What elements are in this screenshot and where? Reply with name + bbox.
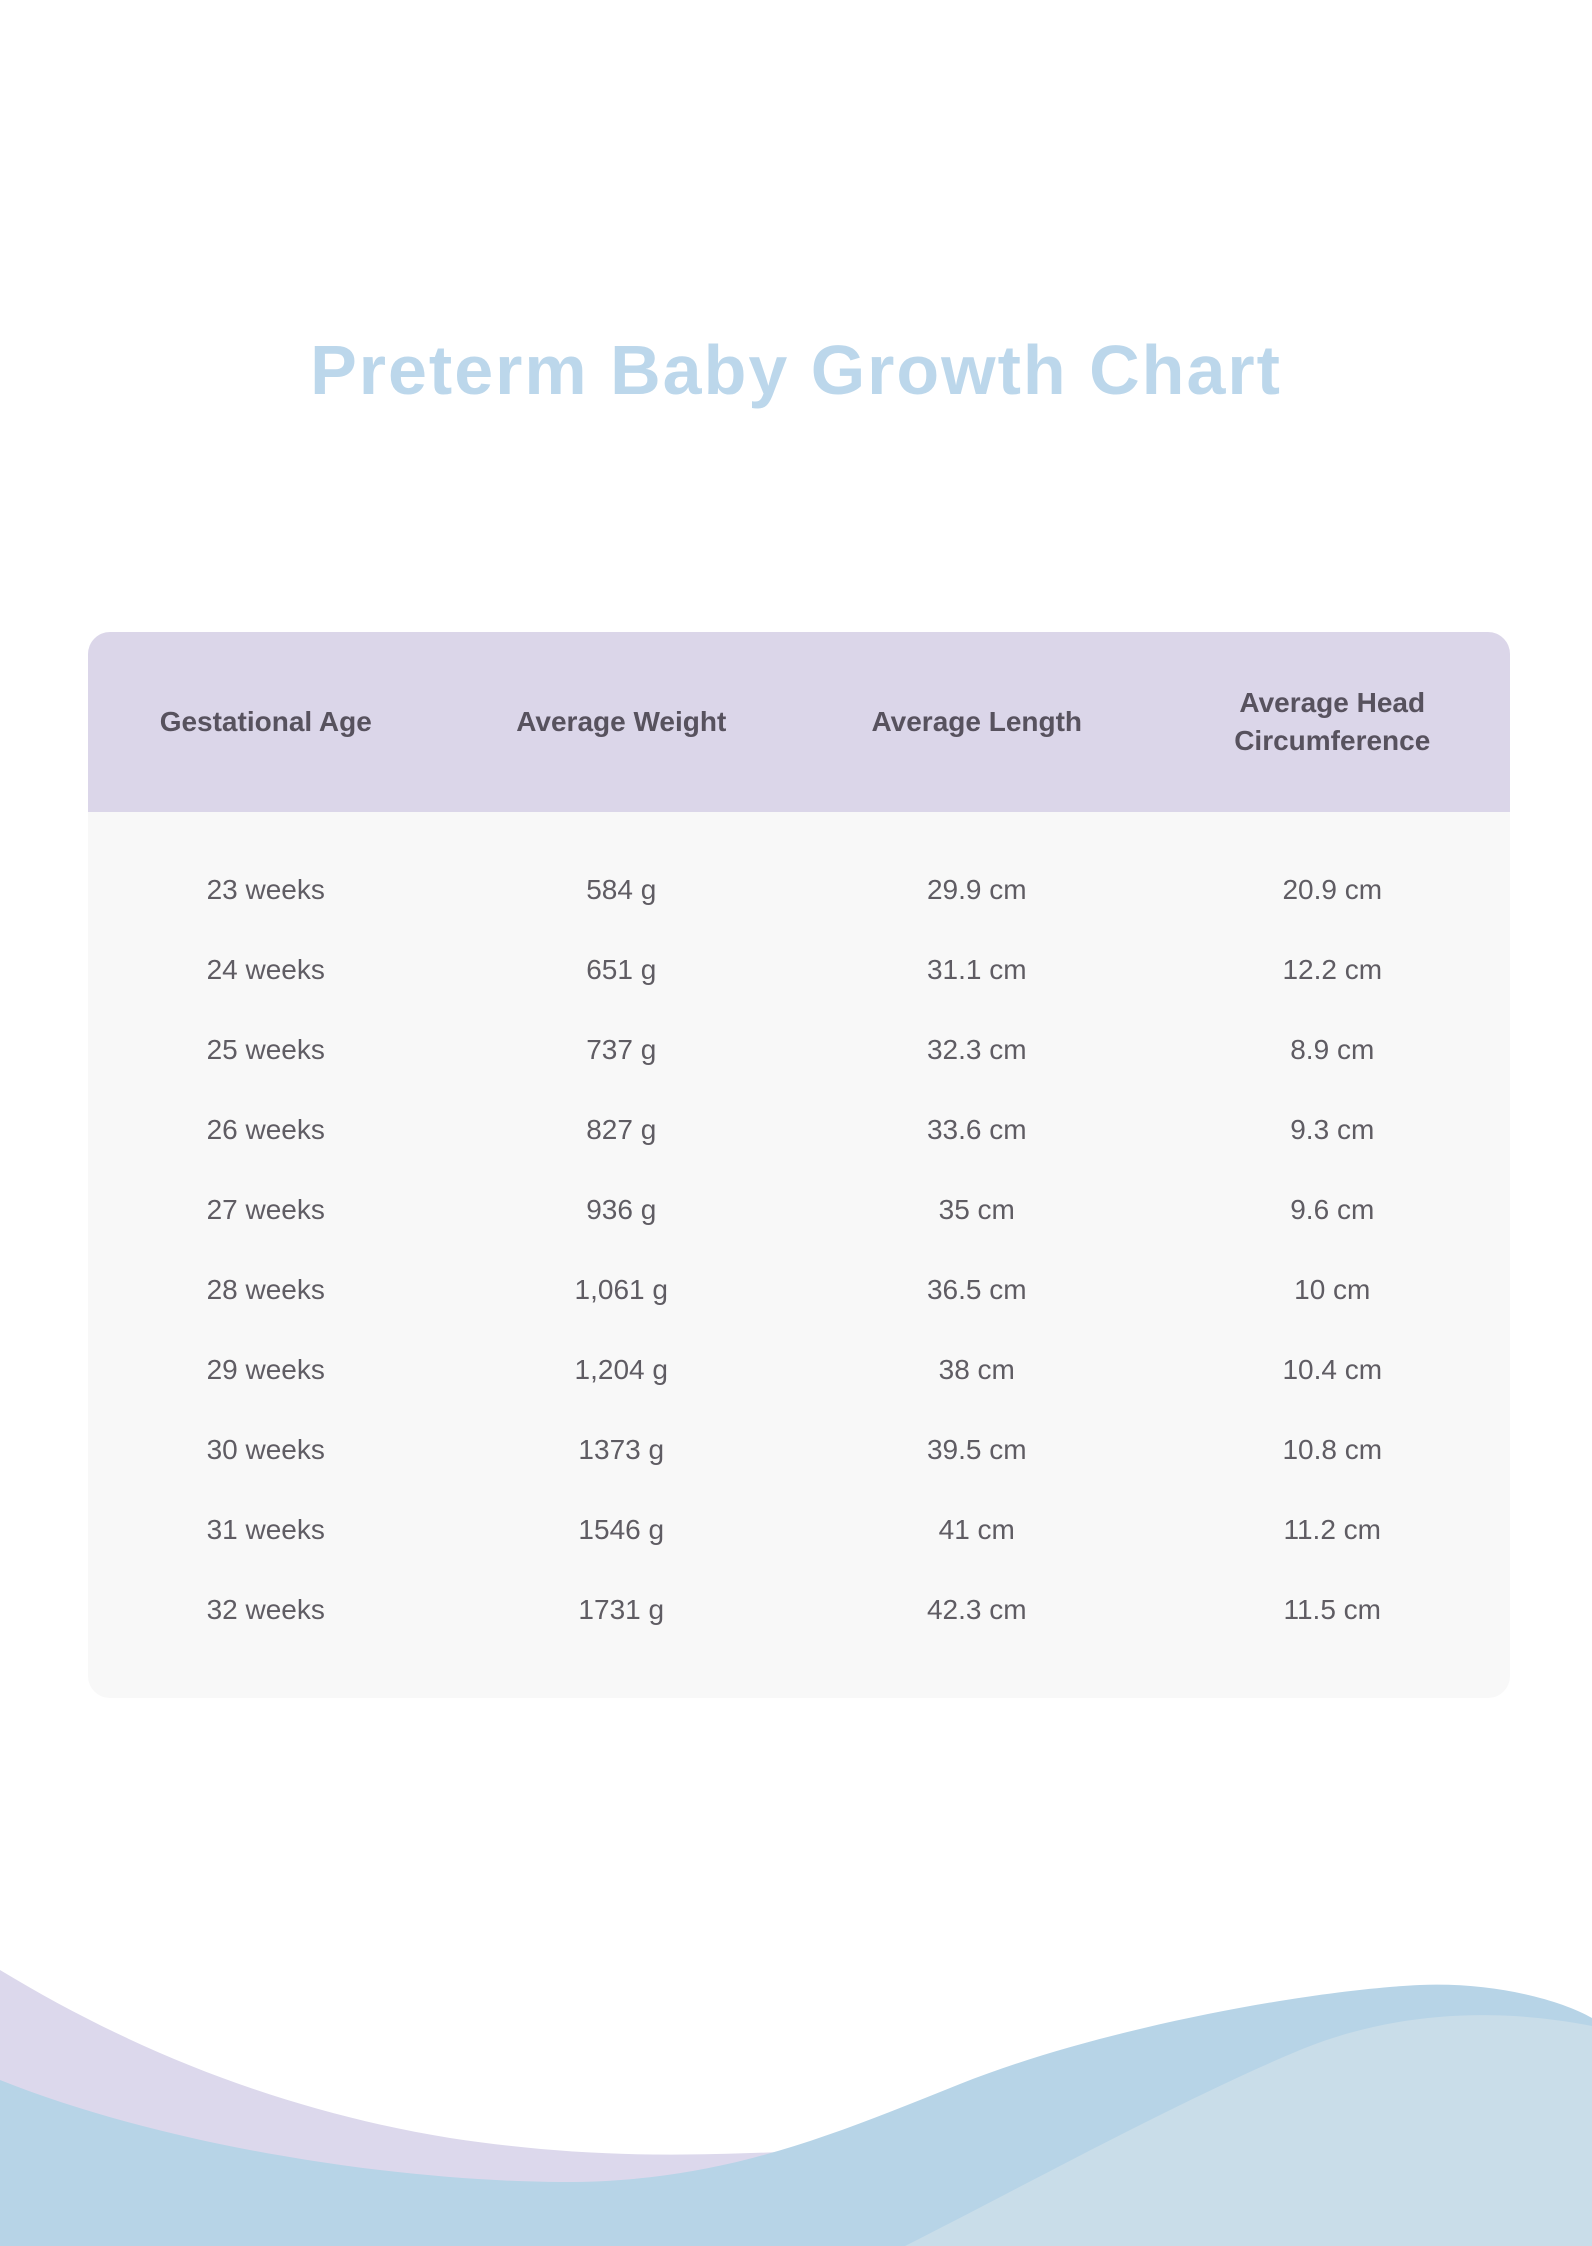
table-cell: 35 cm [938,1194,1015,1225]
table-cell: 936 g [586,1194,657,1225]
table-row: 32 weeks 1731 g 42.3 cm 11.5 cm [88,1570,1510,1650]
table-cell: 31.1 cm [926,954,1027,985]
table-cell: 584 g [586,874,657,905]
column-header-average-weight: Average Weight [516,706,727,738]
table-cell: 827 g [586,1114,657,1145]
column-header-gestational-age: Gestational Age [159,706,372,738]
table-cell: 26 weeks [206,1114,325,1145]
table-cell: 23 weeks [206,874,325,905]
table-cell: 41 cm [938,1514,1015,1545]
table-cell: 33.6 cm [926,1114,1027,1145]
table-cell: 10.8 cm [1282,1434,1383,1465]
table-row: 28 weeks 1,061 g 36.5 cm 10 cm [88,1250,1510,1330]
table-row: 23 weeks 584 g 29.9 cm 20.9 cm [88,850,1510,930]
column-header-average-head-circumference: Average Head Circumference [1234,687,1431,756]
table-row: 24 weeks 651 g 31.1 cm 12.2 cm [88,930,1510,1010]
table-cell: 12.2 cm [1282,954,1383,985]
table-cell: 1546 g [578,1514,665,1545]
table-cell: 737 g [586,1034,657,1065]
table-cell: 38 cm [938,1354,1015,1385]
table-cell: 29 weeks [206,1354,325,1385]
table-cell: 9.3 cm [1290,1114,1375,1145]
table-cell: 11.5 cm [1283,1594,1382,1625]
table-cell: 24 weeks [206,954,325,985]
table-cell: 39.5 cm [926,1434,1027,1465]
table-cell: 11.2 cm [1283,1514,1382,1545]
table-cell: 1731 g [578,1594,665,1625]
table-cell: 1,204 g [574,1354,668,1385]
table-cell: 10 cm [1294,1274,1371,1305]
table-cell: 29.9 cm [926,874,1027,905]
table-row: 25 weeks 737 g 32.3 cm 8.9 cm [88,1010,1510,1090]
table-cell: 28 weeks [206,1274,325,1305]
table-cell: 31 weeks [206,1514,325,1545]
table-row: 31 weeks 1546 g 41 cm 11.2 cm [88,1490,1510,1570]
table-cell: 651 g [586,954,657,985]
growth-table-card: Gestational Age Average Weight Average L… [88,632,1510,1698]
table-cell: 1373 g [578,1434,665,1465]
table-cell: 32 weeks [206,1594,325,1625]
table-row: 27 weeks 936 g 35 cm 9.6 cm [88,1170,1510,1250]
table-cell: 9.6 cm [1290,1194,1375,1225]
table-cell: 10.4 cm [1282,1354,1383,1385]
bottom-wave-decoration [0,1970,1592,2246]
page-title: Preterm Baby Growth Chart [310,331,1282,409]
table-body: 23 weeks 584 g 29.9 cm 20.9 cm 24 weeks 651 g… [88,812,1510,1698]
column-header-average-length: Average Length [871,706,1083,738]
table-cell: 42.3 cm [926,1594,1027,1625]
table-cell: 25 weeks [206,1034,325,1065]
table-cell: 36.5 cm [926,1274,1027,1305]
table-cell: 32.3 cm [926,1034,1027,1065]
table-cell: 8.9 cm [1290,1034,1375,1065]
table-row: 26 weeks 827 g 33.6 cm 9.3 cm [88,1090,1510,1170]
table-header-row: Gestational Age Average Weight Average L… [88,632,1510,812]
table-cell: 20.9 cm [1282,874,1383,905]
table-row: 29 weeks 1,204 g 38 cm 10.4 cm [88,1330,1510,1410]
table-row: 30 weeks 1373 g 39.5 cm 10.8 cm [88,1410,1510,1490]
table-cell: 30 weeks [206,1434,325,1465]
table-cell: 1,061 g [574,1274,668,1305]
wave-light-blue-shape [905,2015,1592,2246]
table-cell: 27 weeks [206,1194,325,1225]
